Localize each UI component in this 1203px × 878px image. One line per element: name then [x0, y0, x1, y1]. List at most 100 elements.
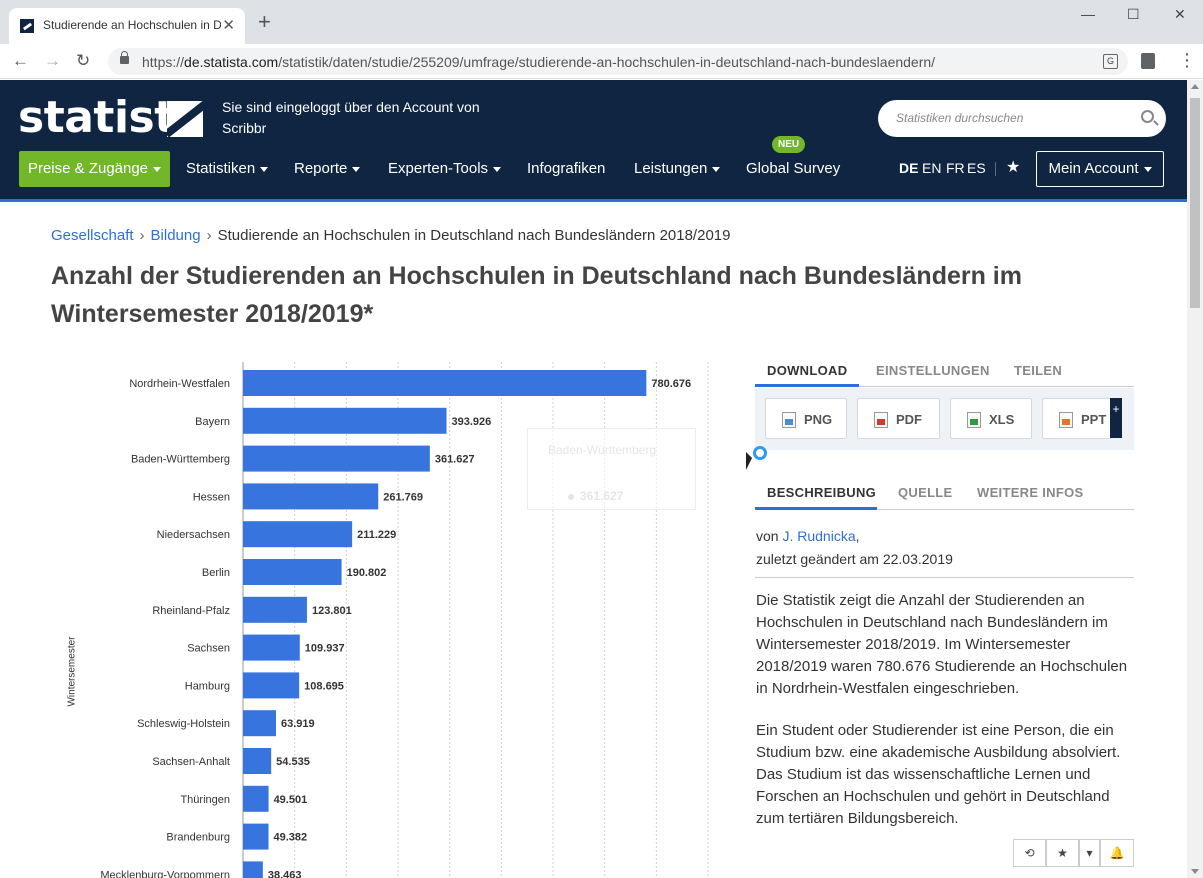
tab-download[interactable]: DOWNLOAD — [767, 363, 848, 378]
breadcrumb-current: Studierende an Hochschulen in Deutschlan… — [217, 227, 731, 244]
value-label: 38.463 — [268, 869, 302, 878]
info-tabs: BESCHREIBUNG QUELLE WEITERE INFOS — [755, 479, 1134, 510]
back-icon[interactable]: ← — [12, 51, 29, 70]
chevron-down-icon[interactable]: ▾ — [1079, 839, 1100, 867]
chevron-down-icon — [1143, 166, 1152, 172]
description-paragraph: Ein Student oder Studierender ist eine P… — [756, 722, 1121, 827]
mouse-cursor-icon — [746, 452, 752, 470]
description-paragraph: Die Statistik zeigt die Anzahl der Studi… — [756, 592, 1128, 697]
address-bar[interactable]: https://de.statista.com/statistik/daten/… — [108, 48, 1128, 75]
bar — [243, 407, 447, 434]
lock-icon — [120, 51, 129, 64]
tab-close-icon[interactable]: ✕ — [222, 17, 235, 34]
chevron-down-icon — [352, 166, 361, 172]
value-label: 780.676 — [651, 378, 691, 390]
browser-toolbar: ← → ↻ https://de.statista.com/statistik/… — [0, 44, 1203, 79]
minimize-icon[interactable]: — — [1081, 6, 1095, 22]
bar — [243, 559, 342, 585]
value-label: 123.801 — [312, 605, 352, 617]
bar — [243, 370, 647, 396]
chart-svg: Nordrhein-Westfalen 780.676 Bayern 393.926 B… — [100, 362, 709, 878]
category-label: Rheinland-Pfalz — [152, 605, 230, 617]
bar-chart[interactable]: Nordrhein-Westfalen 780.676 Bayern 393.926 B… — [51, 352, 731, 878]
pricing-button[interactable]: Preise & Zugänge — [19, 151, 170, 187]
lang-de[interactable]: DE — [899, 160, 919, 176]
reload-icon[interactable]: ↻ — [76, 51, 91, 70]
page-scrollbar[interactable] — [1187, 80, 1203, 878]
extension-icon[interactable] — [1141, 53, 1155, 69]
tab-einstellungen[interactable]: EINSTELLUNGEN — [876, 363, 990, 378]
download-bar: PNG PDF XLS PPT + — [755, 388, 1134, 450]
search-icon[interactable] — [1141, 110, 1154, 123]
nav-global-survey[interactable]: Global Survey — [746, 160, 841, 177]
chevron-down-icon — [153, 166, 162, 172]
bar — [243, 596, 307, 623]
favorites-star-icon[interactable]: ★ — [1006, 159, 1021, 176]
category-label: Baden-Württemberg — [131, 454, 230, 466]
nav-experten-tools[interactable]: Experten-Tools — [388, 160, 502, 177]
bar — [243, 634, 300, 661]
scroll-down-icon[interactable] — [1191, 869, 1199, 874]
value-label: 49.501 — [274, 794, 308, 806]
lang-en[interactable]: EN — [922, 160, 942, 176]
author-info: von J. Rudnicka, zuletzt geändert am 22.… — [756, 525, 953, 571]
translate-icon[interactable]: G — [1103, 54, 1118, 69]
value-label: 261.769 — [383, 491, 423, 503]
browser-titlebar: Studierende an Hochschulen in Deutschlan… — [0, 0, 1203, 44]
site-header: statista Sie sind eingeloggt über den Ac… — [0, 80, 1187, 202]
breadcrumb: Gesellschaft › Bildung › Studierende an Hoch… — [51, 227, 731, 244]
window-close-icon[interactable]: ✕ — [1174, 6, 1186, 22]
value-label: 211.229 — [357, 529, 396, 541]
category-label: Sachsen — [187, 643, 230, 655]
tab-quelle[interactable]: QUELLE — [898, 485, 953, 500]
tab-title: Studierende an Hochschulen in Deutschlan… — [43, 18, 221, 32]
download-pdf-button[interactable]: PDF — [857, 398, 940, 439]
notification-bell-icon[interactable]: 🔔 — [1100, 839, 1134, 867]
chevron-down-icon — [493, 166, 502, 172]
nav-reporte[interactable]: Reporte — [294, 160, 361, 177]
active-tab-indicator — [755, 507, 877, 510]
scroll-up-icon[interactable] — [1191, 84, 1199, 89]
more-downloads-button[interactable]: + — [1110, 398, 1122, 438]
value-label: 361.627 — [435, 454, 475, 466]
new-tab-button[interactable]: + — [258, 9, 271, 34]
tab-beschreibung[interactable]: BESCHREIBUNG — [767, 485, 877, 500]
breadcrumb-gesellschaft[interactable]: Gesellschaft — [51, 227, 134, 244]
y-axis-title: Wintersemester — [66, 636, 78, 707]
tab-weitere-infos[interactable]: WEITERE INFOS — [977, 485, 1084, 500]
lang-es[interactable]: ES — [967, 160, 986, 176]
account-button[interactable]: Mein Account — [1036, 151, 1164, 187]
statista-logo-mark-icon[interactable] — [167, 101, 203, 137]
value-label: 63.919 — [281, 718, 315, 730]
tab-teilen[interactable]: TEILEN — [1014, 363, 1063, 378]
search-input[interactable]: Statistiken durchsuchen — [878, 100, 1166, 137]
browser-tab[interactable]: Studierende an Hochschulen in Deutschlan… — [9, 8, 245, 44]
download-xls-button[interactable]: XLS — [950, 398, 1032, 439]
bookmark-star-icon[interactable]: ★ — [1046, 839, 1079, 867]
chevron-down-icon — [712, 166, 721, 172]
active-tab-indicator — [755, 384, 859, 387]
url-text: https://de.statista.com/statistik/daten/… — [142, 54, 936, 70]
lang-fr[interactable]: FR — [946, 160, 965, 176]
history-icon[interactable]: ⟲ — [1013, 839, 1046, 867]
category-label: Brandenburg — [166, 832, 230, 844]
author-link[interactable]: J. Rudnicka — [782, 528, 856, 544]
value-label: 54.535 — [276, 756, 310, 768]
chart-tooltip: Baden-Württemberg 361.627 — [527, 428, 696, 510]
browser-menu-icon[interactable]: ⋮ — [1178, 50, 1196, 70]
download-png-button[interactable]: PNG — [765, 398, 847, 439]
category-label: Schleswig-Holstein — [137, 718, 230, 730]
bar — [243, 710, 277, 737]
bar — [243, 672, 300, 699]
nav-infografiken[interactable]: Infografiken — [527, 160, 606, 177]
value-label: 393.926 — [452, 416, 492, 428]
maximize-icon[interactable]: ☐ — [1127, 6, 1140, 22]
bar — [243, 445, 430, 472]
nav-divider — [995, 162, 996, 176]
nav-leistungen[interactable]: Leistungen — [634, 160, 721, 177]
download-ppt-button[interactable]: PPT — [1042, 398, 1112, 439]
breadcrumb-bildung[interactable]: Bildung — [150, 227, 201, 244]
scroll-thumb[interactable] — [1190, 98, 1200, 308]
forward-icon[interactable]: → — [44, 51, 61, 70]
nav-statistiken[interactable]: Statistiken — [186, 160, 269, 177]
